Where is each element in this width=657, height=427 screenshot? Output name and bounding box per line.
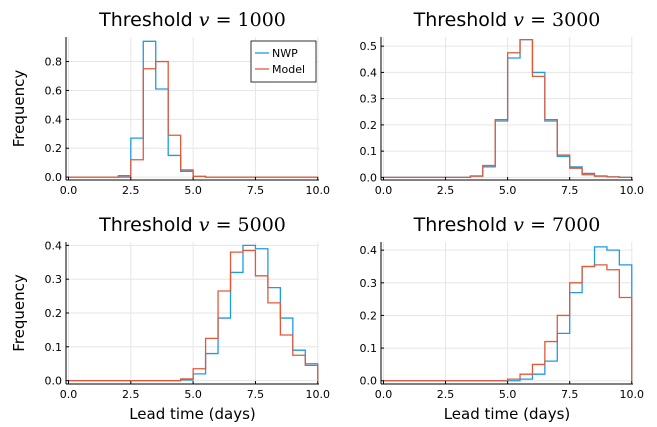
y-tick-label: 0.3 bbox=[45, 273, 63, 286]
panel-3: 0.0 2.5 5.0 7.5 10.0 0.0 0.1 0.2 0.3 0.4 Threshold… bbox=[10, 214, 330, 423]
y-axis-label: Frequency bbox=[10, 274, 28, 352]
chart-title: Threshold v = 7000 bbox=[413, 214, 601, 236]
x-tick-label: 7.5 bbox=[247, 184, 265, 197]
series-line-model bbox=[68, 249, 319, 382]
x-tick-label: 0.0 bbox=[60, 388, 78, 401]
panel-4: 0.0 2.5 5.0 7.5 10.0 0.0 0.1 0.2 0.3 0.4 Threshold… bbox=[360, 214, 645, 423]
panel-2: 0.0 2.5 5.0 7.5 10.0 0.0 0.1 0.2 0.3 0.4 0.5 Thresh… bbox=[360, 9, 645, 197]
y-tick-label: 0.0 bbox=[45, 171, 63, 184]
y-tick-label: 0.2 bbox=[45, 307, 63, 320]
y-tick-label: 0.4 bbox=[360, 66, 378, 79]
legend-label-nwp: NWP bbox=[272, 47, 298, 60]
y-tick-label: 0.3 bbox=[360, 277, 378, 290]
x-tick-label: 10.0 bbox=[620, 388, 645, 401]
legend-label-model: Model bbox=[272, 63, 305, 76]
panel-1: 0.0 2.5 5.0 7.5 10.0 0.0 0.2 0.4 0.6 0.8 Threshold… bbox=[10, 9, 330, 197]
series-line-model bbox=[68, 60, 318, 178]
legend: NWP Model bbox=[250, 40, 317, 83]
x-tick-label: 7.5 bbox=[561, 388, 579, 401]
x-tick-label: 7.5 bbox=[247, 388, 265, 401]
x-tick-label: 5.0 bbox=[184, 388, 202, 401]
y-tick-label: 0.0 bbox=[360, 171, 378, 184]
x-tick-label: 0.0 bbox=[375, 184, 393, 197]
x-tick-label: 10.0 bbox=[306, 184, 331, 197]
x-axis-label: Lead time (days) bbox=[129, 405, 256, 423]
y-tick-label: 0.3 bbox=[360, 93, 378, 106]
y-tick-label: 0.1 bbox=[45, 341, 63, 354]
x-tick-label: 0.0 bbox=[60, 184, 78, 197]
y-tick-label: 0.1 bbox=[360, 342, 378, 355]
x-tick-label: 10.0 bbox=[620, 184, 645, 197]
chart-title: Threshold v = 1000 bbox=[98, 9, 286, 31]
x-tick-label: 2.5 bbox=[437, 184, 455, 197]
y-tick-label: 0.8 bbox=[45, 56, 63, 69]
y-tick-label: 0.2 bbox=[45, 142, 63, 155]
y-tick-label: 0.6 bbox=[45, 84, 63, 97]
x-tick-label: 2.5 bbox=[122, 388, 140, 401]
x-axis-label: Lead time (days) bbox=[444, 405, 571, 423]
y-tick-label: 0.5 bbox=[360, 40, 378, 53]
x-tick-label: 7.5 bbox=[561, 184, 579, 197]
y-tick-label: 0.0 bbox=[45, 375, 63, 388]
y-axis-label: Frequency bbox=[10, 70, 28, 148]
x-tick-label: 0.0 bbox=[375, 388, 393, 401]
legend-box bbox=[250, 40, 317, 83]
x-tick-label: 5.0 bbox=[499, 388, 517, 401]
x-tick-label: 5.0 bbox=[184, 184, 202, 197]
y-tick-label: 0.4 bbox=[45, 239, 63, 252]
y-tick-label: 0.0 bbox=[360, 375, 378, 388]
x-tick-label: 2.5 bbox=[122, 184, 140, 197]
series-line-model bbox=[383, 38, 632, 179]
y-tick-label: 0.4 bbox=[45, 113, 63, 126]
y-tick-label: 0.1 bbox=[360, 145, 378, 158]
x-tick-label: 10.0 bbox=[306, 388, 331, 401]
chart-title: Threshold v = 5000 bbox=[98, 214, 286, 236]
x-tick-label: 2.5 bbox=[437, 388, 455, 401]
x-tick-label: 5.0 bbox=[499, 184, 517, 197]
series-line-model bbox=[383, 264, 633, 382]
y-tick-label: 0.2 bbox=[360, 309, 378, 322]
y-tick-label: 0.4 bbox=[360, 244, 378, 257]
y-tick-label: 0.2 bbox=[360, 119, 378, 132]
chart-title: Threshold v = 3000 bbox=[413, 9, 601, 31]
